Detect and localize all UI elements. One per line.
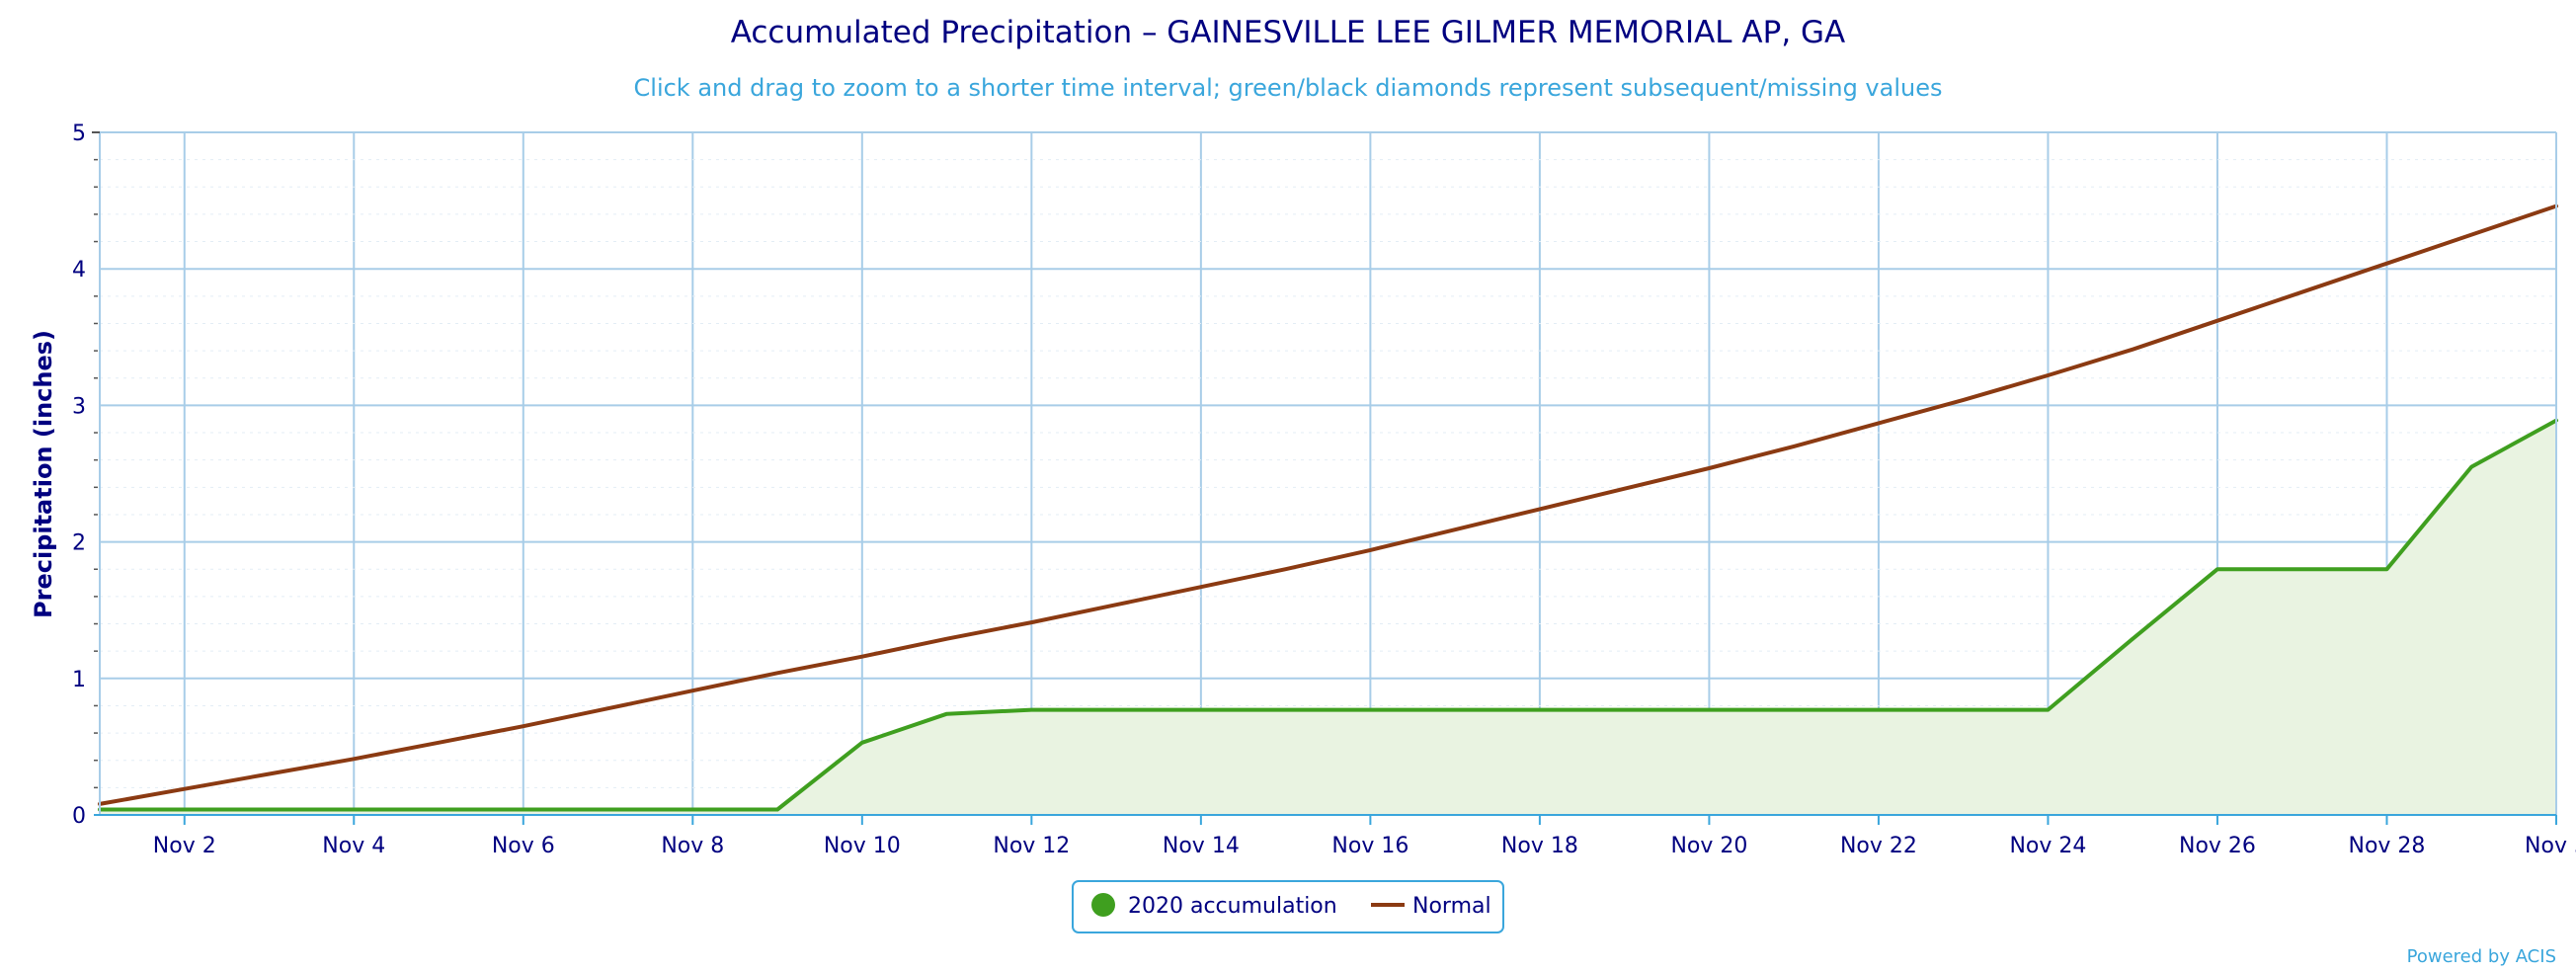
area-layer [100,420,2556,815]
series-line-2020-accumulation[interactable] [98,418,2558,812]
y-tick-label: 2 [72,531,86,556]
legend-label-2020: 2020 accumulation [1128,894,1337,919]
legend-label-normal: Normal [1412,894,1491,919]
series-area-0 [100,420,2556,815]
x-tick-label: Nov 2 [153,834,216,858]
x-tick-label: Nov 8 [661,834,724,858]
x-tick-label: Nov 26 [2179,834,2256,858]
x-tick-label: Nov 4 [322,834,385,858]
grid [100,131,2557,815]
legend-marker-2020 [1091,893,1115,917]
legend-item-2020-accumulation[interactable]: 2020 accumulation [1091,893,1337,919]
chart-title: Accumulated Precipitation – GAINESVILLE … [731,15,1846,50]
x-tick-label: Nov 20 [1670,834,1747,858]
x-tick-label: Nov 16 [1331,834,1409,858]
legend-box [1072,880,1504,933]
series-lines [98,203,2558,812]
x-tick-label: Nov 28 [2349,834,2426,858]
x-tick-label: Nov 6 [492,834,555,858]
legend: 2020 accumulation Normal [1072,880,1504,933]
axes [92,131,2557,825]
x-tick-label: Nov 12 [993,834,1070,858]
series-line-normal[interactable] [98,203,2558,806]
y-tick-label: 3 [72,394,86,419]
y-tick-label: 1 [72,668,86,692]
x-tick-label: Nov 22 [1840,834,1917,858]
x-tick-label: Nov 18 [1501,834,1578,858]
credit-link[interactable]: Powered by ACIS [2407,946,2556,967]
x-tick-labels: Nov 2 Nov 4 Nov 6 Nov 8 Nov 10 Nov 12 Nov 14 No… [153,834,2576,858]
y-tick-label: 5 [72,122,86,146]
y-axis-label: Precipitation (inches) [30,330,57,618]
y-tick-label: 0 [72,804,86,829]
x-tick-label: Nov 14 [1163,834,1240,858]
x-tick-label: Nov 24 [2009,834,2086,858]
x-tick-label: Nov 10 [824,834,901,858]
y-tick-labels: 0 1 2 3 4 5 [72,122,86,829]
chart-subtitle: Click and drag to zoom to a shorter time… [634,74,1943,102]
y-tick-label: 4 [72,258,86,283]
x-tick-label: Nov 3 [2525,834,2576,858]
legend-item-normal[interactable]: Normal [1371,894,1491,919]
